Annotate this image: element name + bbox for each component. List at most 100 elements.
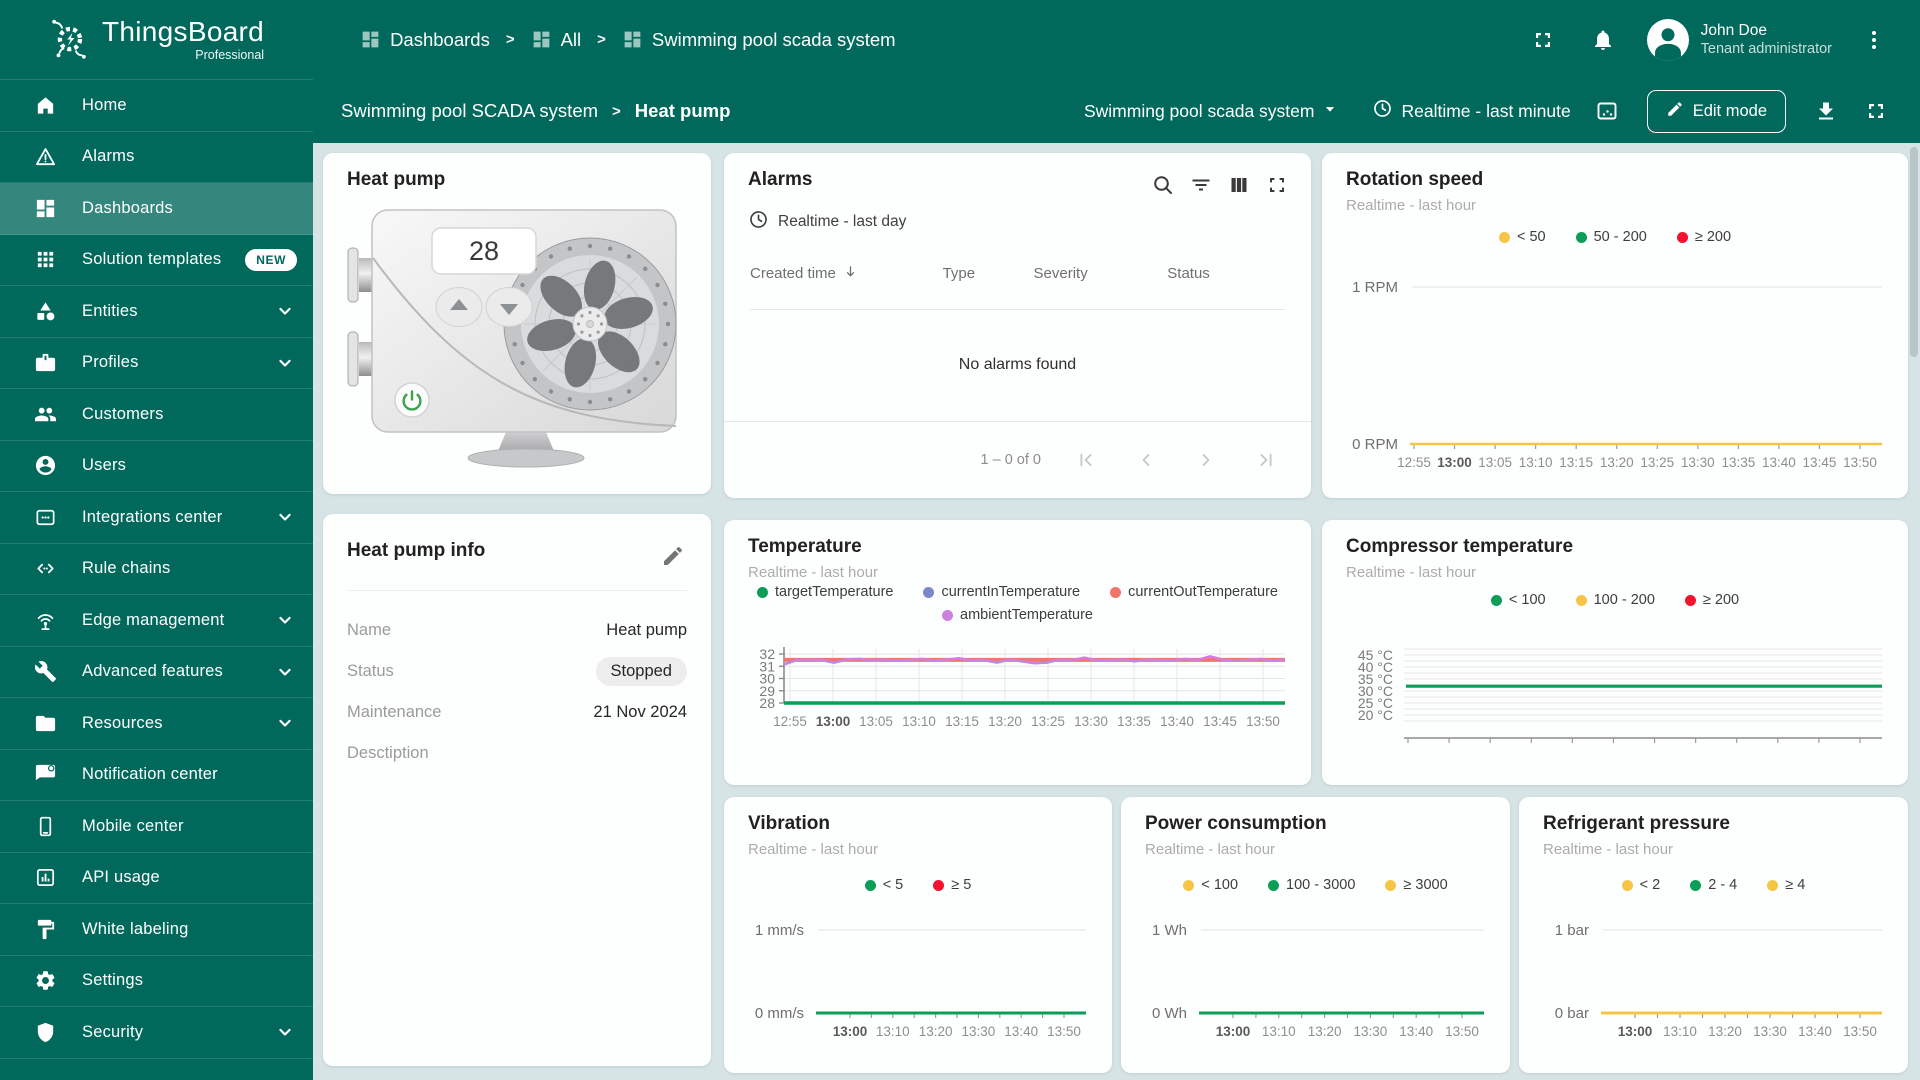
legend-item[interactable]: 100 - 200 [1575,592,1655,608]
legend-item[interactable]: ≥ 200 [1676,229,1731,245]
sidebar-item-alarms[interactable]: Alarms [0,132,313,183]
sidebar-item-dashboards[interactable]: Dashboards [0,183,313,235]
sidebar-item-settings[interactable]: Settings [0,956,313,1007]
thingsboard-logo[interactable]: ThingsBoard Professional [46,17,264,63]
svg-text:13:00: 13:00 [1216,1024,1251,1039]
legend-dot [942,609,953,621]
scrollbar-thumb[interactable] [1910,147,1918,357]
columns-icon[interactable] [1225,171,1253,199]
svg-text:13:50: 13:50 [1047,1024,1081,1039]
alarms-card: Alarms Realtime - last day Created time … [724,153,1311,498]
power-card: Power consumption Realtime - last hour <… [1121,797,1510,1073]
legend-dot [1268,879,1280,891]
avatar[interactable] [1646,18,1689,61]
temperature-display[interactable]: 28 [431,227,537,275]
expand-icon[interactable] [1263,171,1291,199]
legend-item[interactable]: < 100 [1490,592,1546,608]
toolbar-fullscreen-icon[interactable] [1858,93,1894,129]
alarms-table-header: Created time Type Severity Status [750,263,1285,284]
svg-text:35 °C: 35 °C [1358,671,1393,687]
increase-button[interactable] [435,287,483,327]
legend-dot [756,586,768,598]
sidebar-item-profiles[interactable]: Profiles [0,338,313,389]
alarms-icon [33,145,57,168]
legend-dot [1385,879,1397,891]
sidebar-item-mobile-center[interactable]: Mobile center [0,801,313,853]
svg-text:13:20: 13:20 [919,1024,953,1039]
sidebar-item-security[interactable]: Security [0,1007,313,1059]
chevron-down-icon [275,662,295,682]
info-row: Name Heat pump [347,621,687,639]
search-icon[interactable] [1149,171,1177,199]
sidebar-item-home[interactable]: Home [0,80,313,132]
sidebar-item-edge-management[interactable]: Edge management [0,595,313,647]
legend-dot [1575,594,1587,606]
legend-item[interactable]: currentInTemperature [923,584,1080,600]
first-page-icon[interactable] [1071,445,1101,475]
dashboard-state-select[interactable]: Swimming pool scada system [1080,93,1345,130]
legend-item[interactable]: ambientTemperature [942,607,1093,623]
legend-item[interactable]: < 2 [1621,877,1660,893]
alarms-timewindow[interactable]: Realtime - last day [748,209,906,235]
svg-text:13:35: 13:35 [1720,759,1754,760]
legend-item[interactable]: ≥ 200 [1684,592,1739,608]
svg-text:25 °C: 25 °C [1358,695,1393,711]
dashboard-breadcrumb-root[interactable]: Swimming pool SCADA system [341,100,599,121]
legend-item[interactable]: 100 - 3000 [1268,877,1355,893]
user-menu[interactable]: John Doe Tenant administrator [1701,21,1832,59]
settings-icon [33,969,57,992]
sidebar-item-rule-chains[interactable]: Rule chains [0,544,313,595]
power-button[interactable] [394,382,430,418]
sidebar-item-advanced-features[interactable]: Advanced features [0,647,313,698]
fullscreen-icon[interactable] [1525,22,1561,58]
column-header-created-time[interactable]: Created time [750,263,943,284]
sidebar-item-users[interactable]: Users [0,441,313,492]
svg-text:13:40: 13:40 [1004,1024,1038,1039]
legend-item[interactable]: < 5 [864,877,903,893]
card-title: Refrigerant pressure [1543,813,1730,834]
svg-text:12:55: 12:55 [773,714,807,729]
next-page-icon[interactable] [1191,445,1221,475]
sidebar-item-resources[interactable]: Resources [0,698,313,750]
sidebar-item-solution-templates[interactable]: Solution templates NEW [0,235,313,286]
card-title: Heat pump info [347,540,486,561]
legend-item[interactable]: < 100 [1183,877,1238,893]
breadcrumb-item[interactable]: Swimming pool scada system [622,29,896,51]
svg-text:13:40: 13:40 [1399,1024,1433,1039]
legend-item[interactable]: currentOutTemperature [1110,584,1278,600]
legend-item[interactable]: ≥ 4 [1767,877,1805,893]
last-page-icon[interactable] [1251,445,1281,475]
legend-item[interactable]: ≥ 3000 [1385,877,1448,893]
legend-item[interactable]: 50 - 200 [1575,229,1647,245]
sidebar-item-api-usage[interactable]: API usage [0,853,313,904]
sidebar-item-notification-center[interactable]: Notification center [0,750,313,801]
breadcrumb-item[interactable]: Dashboards [360,29,490,51]
notifications-bell-icon[interactable] [1585,22,1621,58]
temperature-card: Temperature Realtime - last hour targetT… [724,520,1311,785]
edit-mode-button[interactable]: Edit mode [1646,89,1786,133]
more-vert-icon[interactable] [1856,22,1892,58]
edit-pencil-icon[interactable] [657,540,689,575]
legend-item[interactable]: targetTemperature [756,584,893,600]
svg-text:31: 31 [759,658,775,674]
sidebar-item-entities[interactable]: Entities [0,286,313,338]
timewindow-button[interactable]: Realtime - last minute [1368,92,1574,130]
legend-dot [1110,586,1122,598]
sidebar: Home Alarms Dashboards Solution template… [0,79,313,1080]
breadcrumb-item[interactable]: All [531,29,581,51]
filter-icon[interactable] [1187,171,1215,199]
sidebar-item-customers[interactable]: Customers [0,389,313,441]
legend-item[interactable]: ≥ 5 [933,877,971,893]
svg-text:28: 28 [759,695,775,711]
sidebar-item-integrations-center[interactable]: Integrations center [0,492,313,544]
svg-text:13:05: 13:05 [859,714,893,729]
prev-page-icon[interactable] [1131,445,1161,475]
decrease-button[interactable] [485,287,533,327]
download-icon[interactable] [1808,93,1844,129]
divider [347,590,687,591]
legend-item[interactable]: 2 - 4 [1690,877,1737,893]
legend-item[interactable]: < 50 [1498,229,1546,245]
sidebar-item-white-labeling[interactable]: White labeling [0,904,313,956]
heat-pump-card: Heat pump [323,153,711,494]
image-gallery-icon[interactable] [1589,93,1625,129]
